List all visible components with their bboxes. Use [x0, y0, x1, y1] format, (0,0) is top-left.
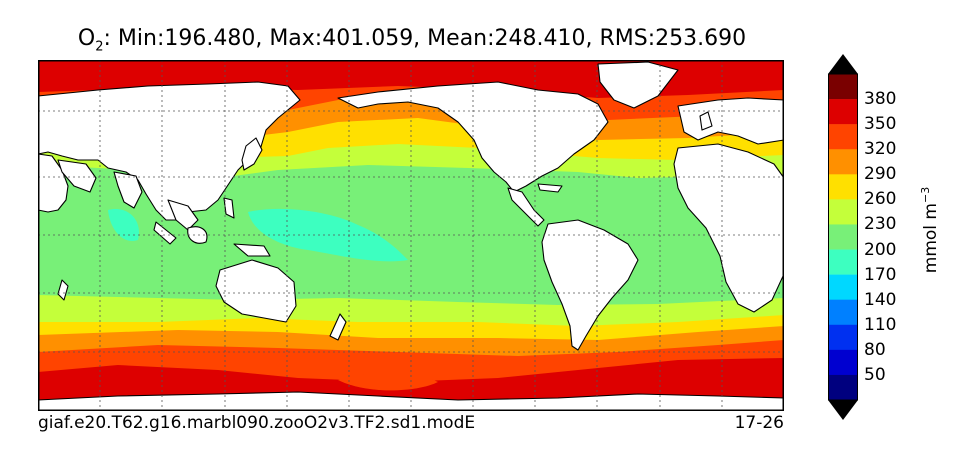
colorbar-tick-label: 140	[864, 289, 897, 310]
philippines	[223, 197, 235, 219]
colorbar-cell	[828, 349, 858, 376]
variable-name: O	[77, 26, 96, 51]
japan	[241, 137, 263, 171]
australia	[215, 259, 297, 323]
colorbar	[828, 54, 858, 420]
variable-subscript: 2	[95, 39, 104, 55]
colorbar-cell	[828, 124, 858, 150]
south-america	[541, 219, 639, 351]
plot-title: O2: Min:196.480, Max:401.059, Mean:248.4…	[0, 26, 824, 54]
colorbar-cell	[828, 149, 858, 175]
colorbar-tick-label: 230	[864, 214, 897, 235]
colorbar-tick-label: 380	[864, 89, 897, 110]
new-zealand	[329, 313, 347, 341]
eurasia	[38, 81, 301, 221]
se-asia	[167, 199, 199, 231]
cuba	[537, 183, 563, 193]
colorbar-cell	[828, 274, 858, 300]
uk	[699, 111, 713, 131]
colorbar-tick-label: 290	[864, 164, 897, 185]
colorbar-cell	[828, 224, 858, 250]
colorbar-tick-label: 110	[864, 314, 897, 335]
unit-exponent: −3	[919, 186, 933, 203]
colorbar-cell	[828, 99, 858, 125]
borneo	[187, 226, 208, 244]
greenland	[597, 61, 679, 109]
colorbar-tick-label: 260	[864, 189, 897, 210]
colorbar-tick-label: 200	[864, 239, 897, 260]
sumatra	[153, 221, 177, 245]
madagascar	[57, 279, 69, 301]
arabia	[57, 159, 97, 193]
colorbar-cell	[828, 324, 858, 351]
southern-ocean-350-patch	[338, 372, 438, 391]
ocean-oxygen-map	[38, 60, 784, 411]
colorbar-cell	[828, 299, 858, 326]
africa-west	[673, 143, 784, 313]
map-frame	[38, 60, 784, 411]
colorbar-cell	[828, 199, 858, 225]
colorbar-cell	[828, 174, 858, 200]
new-guinea	[233, 243, 271, 257]
depth-range: 17-26	[734, 413, 784, 433]
colorbar-frame	[828, 73, 858, 401]
title-stats: : Min:196.480, Max:401.059, Mean:248.410…	[103, 26, 747, 51]
colorbar-cell	[828, 74, 858, 100]
colorbar-tick-label: 350	[864, 114, 897, 135]
colorbar-tick-label: 320	[864, 139, 897, 160]
colorbar-tick-label: 50	[864, 364, 886, 385]
colorbar-over-arrow	[828, 54, 858, 74]
unit-base: mmol m	[920, 203, 941, 274]
arabian-sea-200	[108, 209, 139, 241]
colorbar-tick-label: 170	[864, 264, 897, 285]
colorbar-cell	[828, 374, 858, 401]
colorbar-unit-label: mmol m−3	[919, 187, 941, 273]
colorbar-under-arrow	[828, 400, 858, 420]
colorbar-cell	[828, 249, 858, 275]
colorbar-tick-label: 80	[864, 339, 886, 360]
europe	[677, 97, 784, 145]
graticule	[38, 60, 784, 411]
case-name: giaf.e20.T62.g16.marbl090.zooO2v3.TF2.sd…	[38, 413, 476, 433]
india	[113, 171, 143, 209]
